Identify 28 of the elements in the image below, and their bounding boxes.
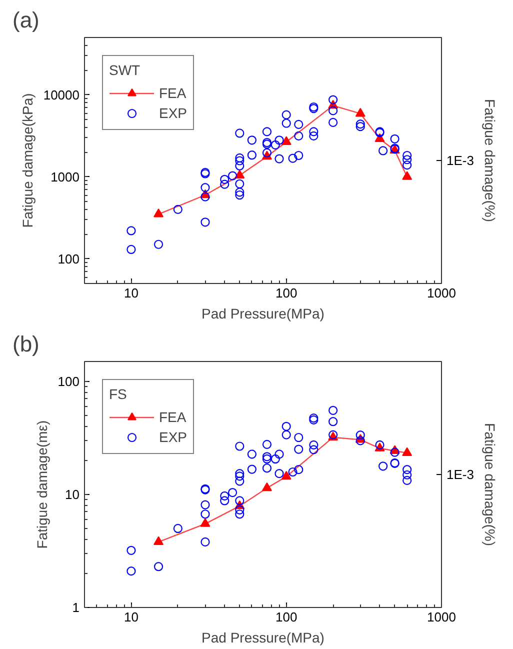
x-axis-title: Pad Pressure(MPa) (202, 306, 324, 322)
y-tick-label: 10000 (43, 87, 80, 102)
legend-title: FS (109, 386, 128, 402)
text: 1E-3 (446, 467, 474, 482)
y-axis-title: Fatigue damage(mε) (34, 420, 50, 549)
x-axis-title: Pad Pressure(MPa) (202, 630, 324, 646)
x-tick-label: 100 (276, 610, 298, 624)
legend-label: FEA (159, 85, 186, 101)
y-tick-label: 100 (58, 374, 80, 389)
y-tick-label: 100 (58, 251, 80, 266)
y2-axis-title: Fatigue damage(%) (482, 423, 498, 546)
y-axis-title: Fatigue damage(kPa) (19, 93, 36, 228)
x-tick-label: 10 (124, 286, 138, 300)
y-tick-label: 1 (72, 600, 80, 615)
x-tick-label: 1000 (427, 610, 456, 624)
x-tick-label: 1000 (427, 286, 456, 300)
text: 1E-3 (446, 153, 474, 168)
y-tick-label: 10 (65, 486, 80, 502)
y2-axis-title: Fatigue damage(%) (482, 99, 498, 222)
chart-title: (a) (12, 8, 40, 32)
y-tick-label: 1000 (50, 169, 80, 184)
legend-label: EXP (159, 429, 188, 445)
legend-label: FEA (159, 409, 186, 425)
chart-title: (b) (12, 332, 40, 356)
legend-title: SWT (109, 62, 142, 78)
x-tick-label: 100 (276, 286, 298, 300)
legend-label: EXP (159, 105, 188, 121)
x-tick-label: 10 (124, 610, 138, 624)
